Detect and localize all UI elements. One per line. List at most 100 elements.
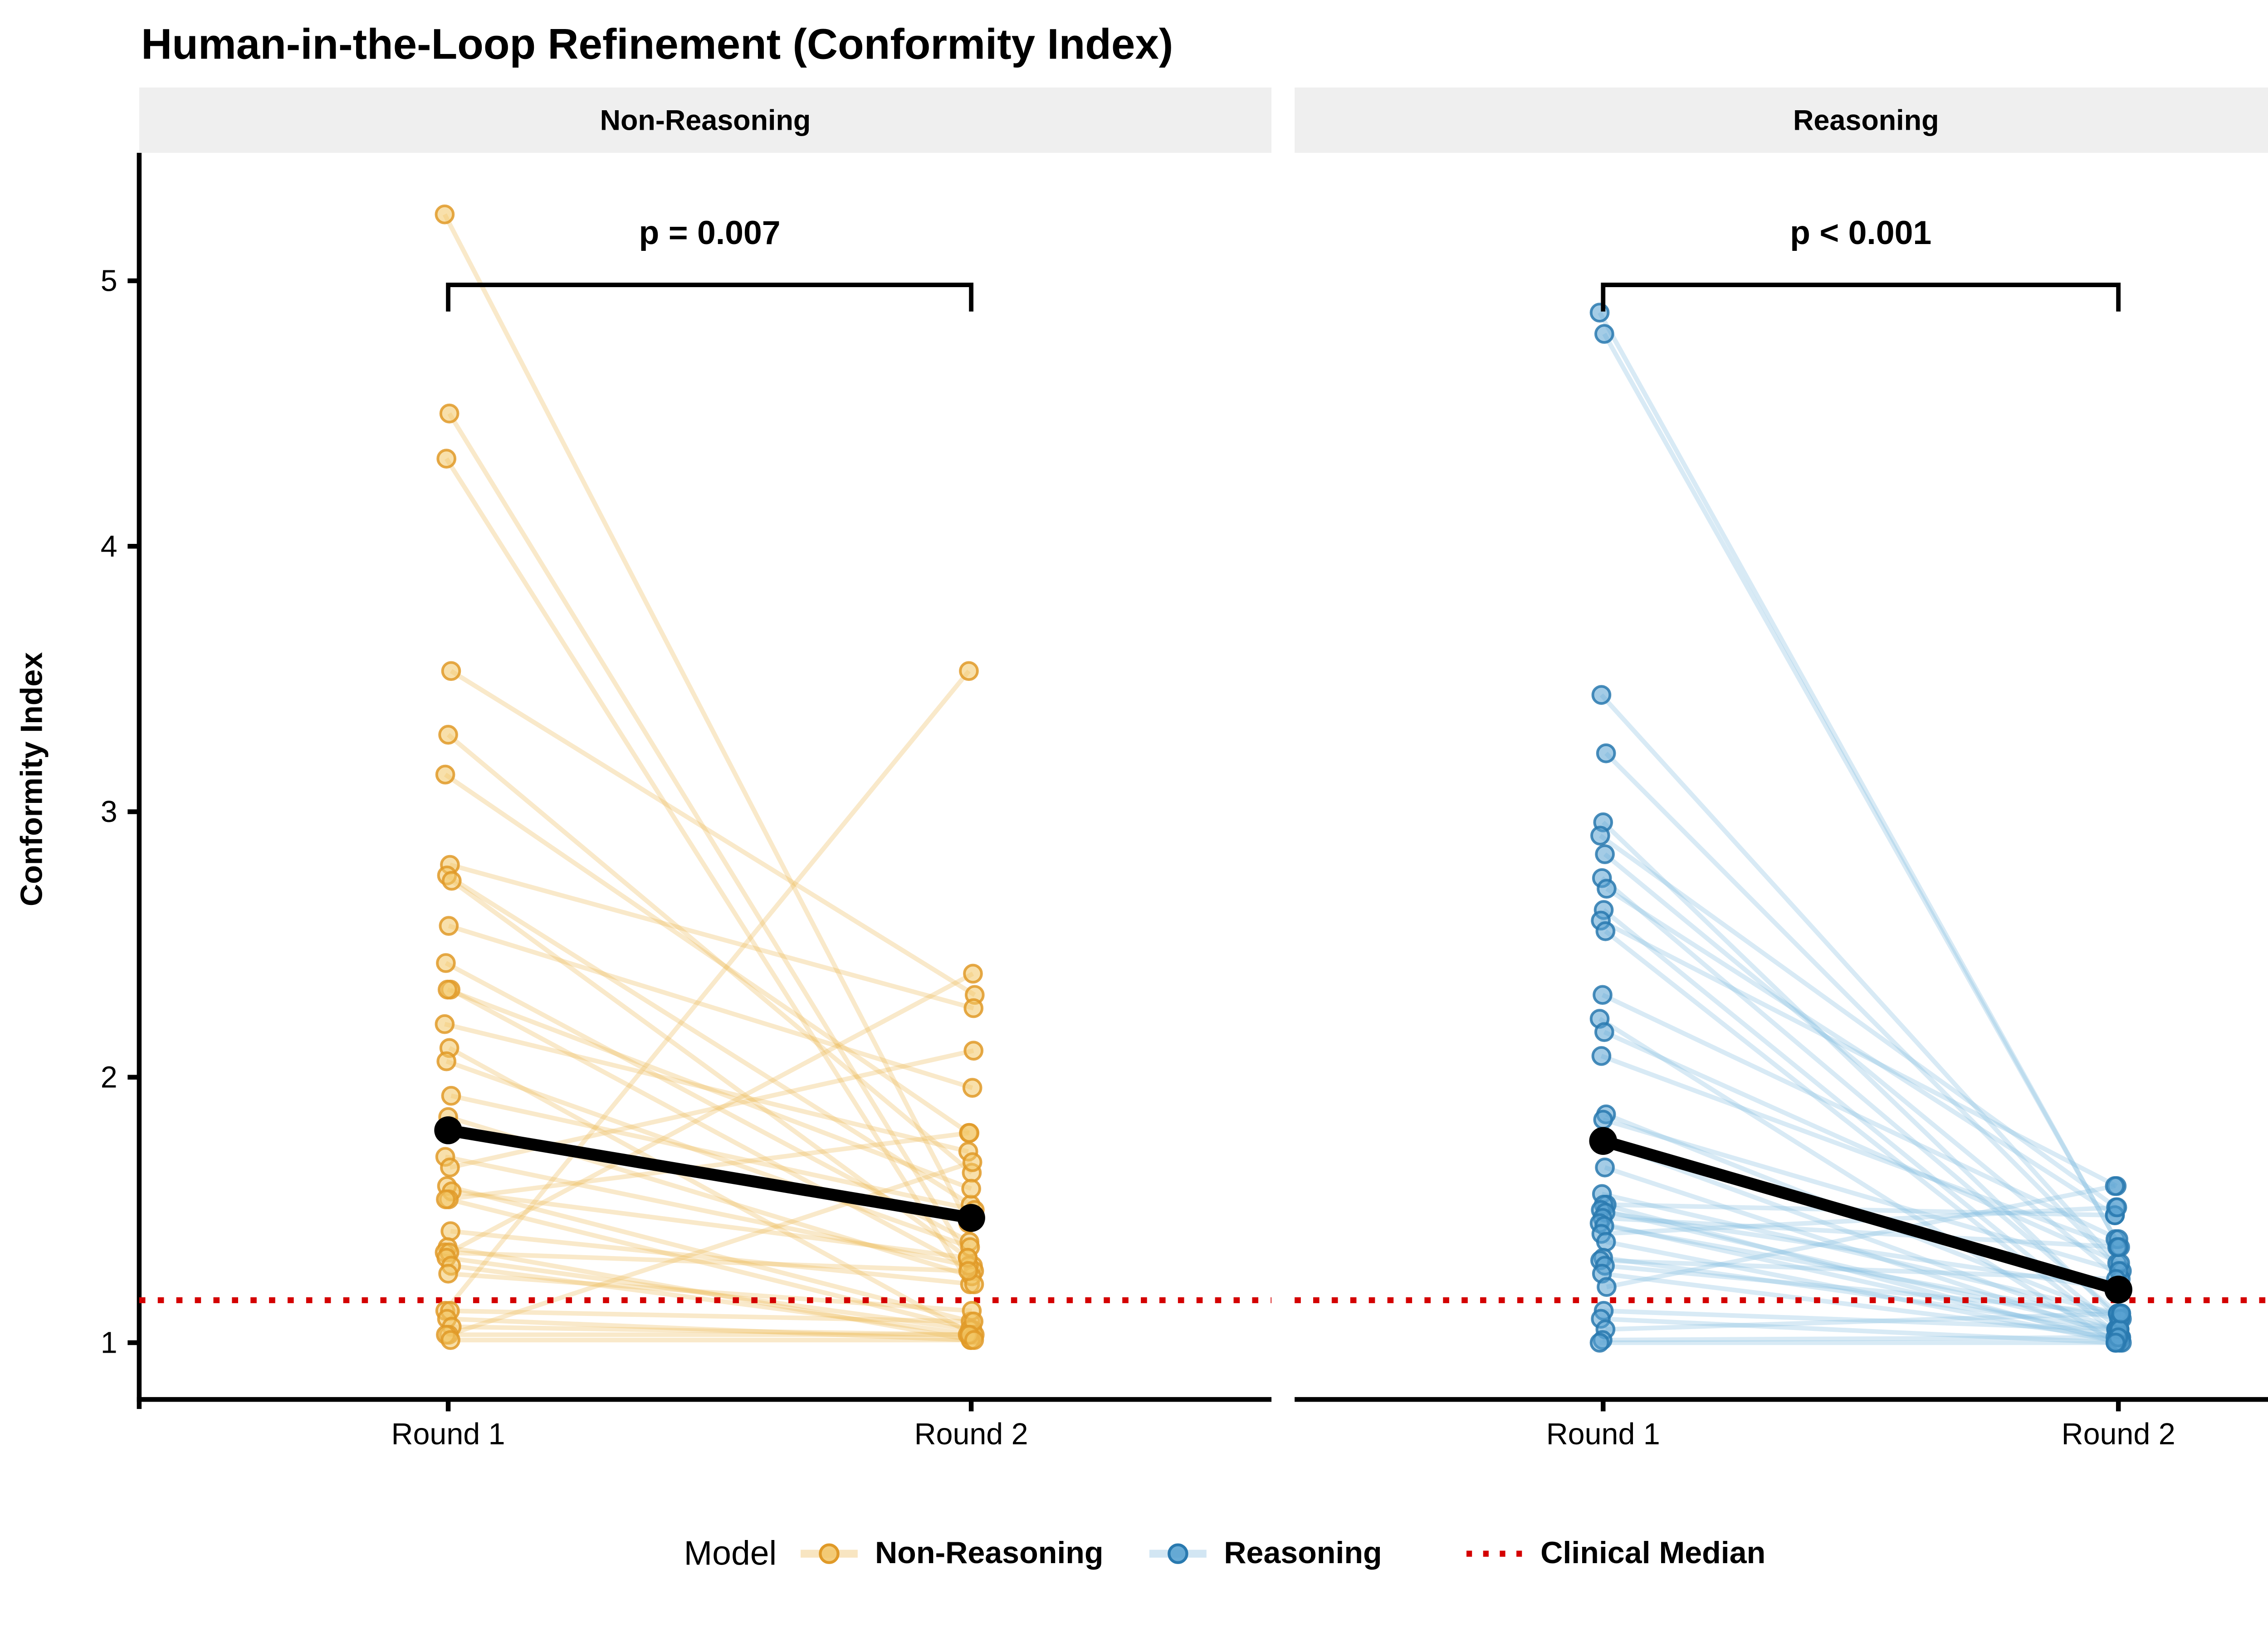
subject-line	[1600, 1054, 2118, 1250]
data-point-round1	[1591, 685, 1612, 705]
y-tick-label: 2	[101, 1061, 117, 1094]
subject-line	[1600, 876, 2120, 1315]
subject-line	[1604, 1165, 2121, 1340]
subject-line	[446, 1255, 971, 1332]
subject-line	[444, 772, 970, 1135]
data-point-round1	[1596, 1232, 1616, 1252]
subject-line	[1599, 1221, 2116, 1340]
subject-line	[1605, 1311, 2121, 1332]
y-tick-label: 5	[101, 264, 117, 298]
subject-line	[1605, 886, 2116, 1217]
subject-line	[445, 1130, 970, 1202]
facet-label: Non-Reasoning	[600, 105, 811, 137]
page-title: Human-in-the-Loop Refinement (Conformity…	[141, 20, 1173, 68]
data-point-round2	[963, 1041, 984, 1061]
subject-line	[1601, 1192, 2119, 1316]
legend: Model Non-Reasoning Reasoning Clinical M…	[0, 1517, 2268, 1590]
subject-line	[450, 1308, 974, 1324]
facet-label: Reasoning	[1793, 105, 1939, 137]
subject-line	[448, 924, 973, 1090]
subject-line	[1600, 1208, 2117, 1332]
data-point-round1	[1597, 879, 1617, 899]
data-point-round1	[439, 916, 459, 936]
subject-line	[1598, 311, 2118, 1241]
subject-line	[1598, 834, 2117, 1209]
subject-line	[447, 1245, 972, 1343]
facet-strip	[139, 87, 1272, 153]
subject-line	[1601, 993, 2120, 1242]
data-point-round1	[1597, 1277, 1617, 1297]
data-point-round2	[2107, 1197, 2127, 1217]
data-point-round1	[1594, 1022, 1614, 1042]
data-point-round1	[1589, 303, 1610, 323]
data-point-round2	[962, 1152, 982, 1172]
data-point-round1	[435, 1014, 455, 1034]
data-point-round1	[1593, 985, 1613, 1005]
data-point-round1	[436, 1189, 456, 1209]
mean-point-round2	[957, 1204, 985, 1232]
subject-line	[449, 988, 975, 1273]
x-tick-label: Round 1	[1546, 1418, 1660, 1451]
subject-line	[451, 1324, 968, 1337]
data-point-round1	[1590, 826, 1610, 846]
non-reasoning-key-icon	[800, 1543, 858, 1564]
subject-line	[447, 412, 975, 1267]
data-point-round1	[1589, 1333, 1610, 1353]
significance-bracket	[446, 283, 973, 312]
x-tick-label: Round 2	[914, 1418, 1028, 1451]
subject-line	[1601, 821, 2121, 1320]
data-point-round1	[435, 764, 455, 785]
mean-point-round2	[2104, 1276, 2132, 1304]
subject-line	[1603, 1255, 2120, 1332]
subject-line	[445, 1059, 971, 1250]
subject-line	[448, 1271, 972, 1313]
data-point-round1	[437, 979, 458, 1000]
data-point-round1	[1596, 743, 1616, 763]
data-point-round2	[963, 963, 983, 984]
subject-line	[1603, 1308, 2120, 1332]
subject-line	[1599, 918, 2118, 1188]
x-tick-label: Round 2	[2062, 1418, 2175, 1451]
subject-line	[1600, 1316, 2117, 1345]
data-point-round2	[963, 998, 984, 1018]
data-point-round1	[1591, 1046, 1612, 1066]
subject-line	[1604, 1263, 2121, 1316]
subject-line	[1605, 1210, 2122, 1292]
subject-line	[450, 879, 969, 1260]
data-point-round2	[959, 661, 979, 681]
subject-line	[449, 862, 974, 1011]
facet-strip	[1295, 87, 2268, 153]
y-tick-label: 1	[101, 1326, 117, 1360]
data-point-round1	[441, 870, 462, 891]
subject-line	[1602, 332, 2122, 1248]
subject-line	[1604, 752, 2124, 1273]
clinical-median-key-icon	[1466, 1550, 1523, 1557]
subject-line	[450, 669, 976, 997]
reasoning-key-icon	[1149, 1543, 1207, 1564]
legend-label-non-reasoning: Non-Reasoning	[875, 1535, 1104, 1570]
subject-line	[448, 1160, 973, 1337]
data-point-round1	[438, 1263, 458, 1284]
subject-line	[1603, 1223, 2121, 1321]
subject-line	[448, 1046, 974, 1337]
data-point-round1	[440, 1157, 460, 1178]
subject-line	[1603, 852, 2122, 1281]
legend-label-clinical-median: Clinical Median	[1540, 1535, 1766, 1570]
data-point-round1	[1595, 844, 1615, 864]
data-point-round1	[1593, 1110, 1613, 1130]
p-value-label: p < 0.001	[1790, 214, 1931, 251]
p-value-label: p = 0.007	[639, 214, 781, 251]
subject-line	[1602, 1117, 2120, 1273]
data-point-round2	[2105, 1176, 2125, 1196]
data-point-round1	[436, 449, 457, 469]
mean-point-round1	[1589, 1127, 1618, 1155]
mean-line	[1601, 1135, 2120, 1296]
significance-bracket	[1601, 283, 2121, 312]
data-point-round1	[436, 953, 456, 973]
subject-line	[1605, 1239, 2122, 1345]
y-tick-label: 3	[101, 795, 117, 829]
data-point-round2	[958, 1261, 978, 1281]
mean-point-round1	[434, 1116, 462, 1144]
subject-line	[448, 1197, 973, 1332]
